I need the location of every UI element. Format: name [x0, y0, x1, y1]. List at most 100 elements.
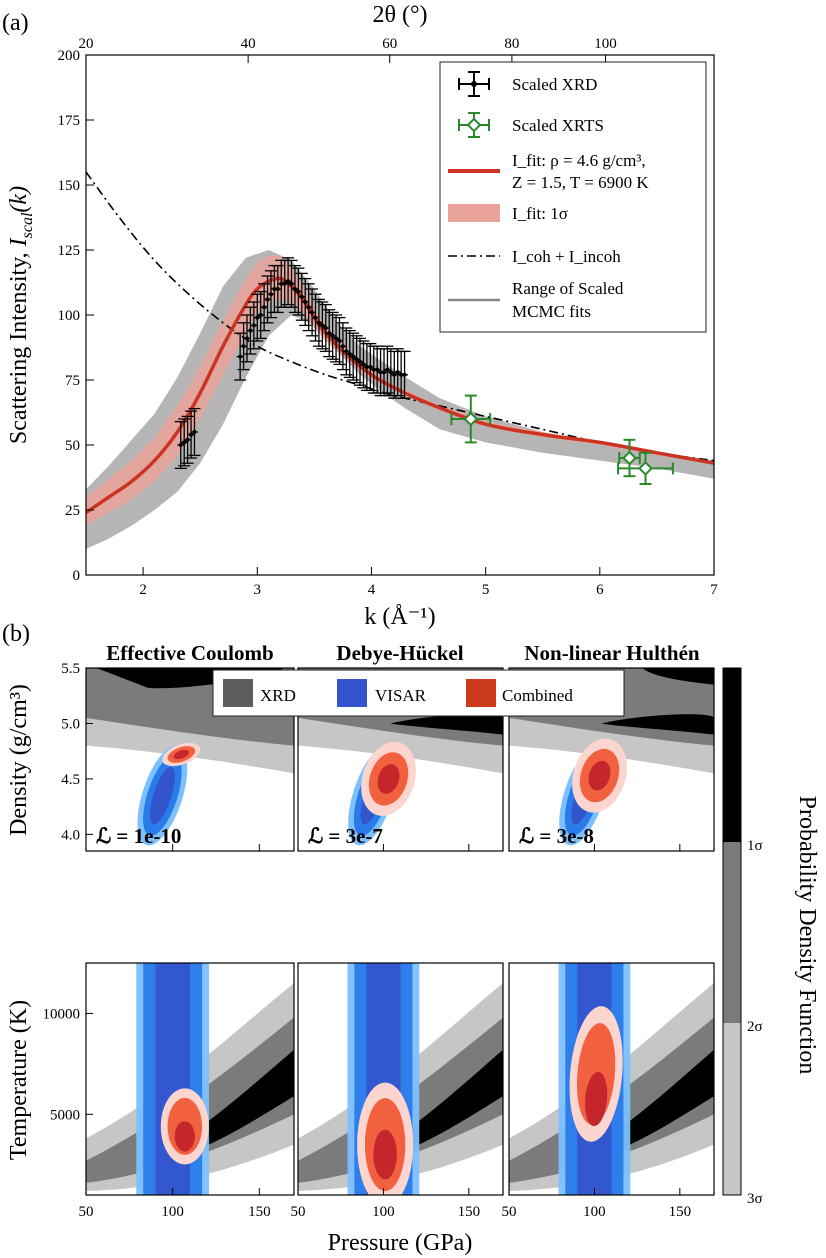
xrd-marker	[368, 365, 373, 369]
colorbar-label-2: 2σ	[747, 1019, 763, 1035]
legend-xrd-text: XRD	[260, 686, 296, 705]
panel-a-label: (a)	[2, 10, 29, 36]
visar-1sigma-contour	[149, 766, 176, 825]
legend-visar-text: VISAR	[375, 686, 427, 705]
xrts-point	[450, 394, 492, 444]
xrts-marker	[638, 460, 653, 476]
legend-combined-swatch	[466, 679, 496, 707]
legend-fit-line-2: Z = 1.5, T = 6900 K	[512, 173, 649, 192]
xrd-points	[174, 257, 411, 470]
legend-range-1: Range of Scaled	[512, 279, 624, 298]
xrd-marker	[395, 370, 400, 375]
xrd-marker	[262, 305, 267, 310]
xrd-point	[299, 277, 312, 327]
density-frame	[297, 667, 504, 852]
xrd-marker	[238, 354, 243, 359]
legend-box	[439, 61, 707, 333]
x-tick-label: 5	[482, 582, 490, 598]
combined-1sigma-contour	[373, 1129, 397, 1180]
temperature-panel	[509, 963, 714, 1195]
panel-a-plot-area	[86, 171, 714, 549]
panel-b-label: (b)	[2, 621, 30, 647]
contour-legend-box	[212, 669, 625, 717]
xrd-marker	[275, 287, 280, 291]
coherent-incoherent-line	[86, 171, 714, 462]
density-frame	[508, 667, 715, 852]
colorbar-2sigma	[723, 842, 741, 1023]
y-tick-label: 50	[65, 438, 80, 454]
xrd-marker	[316, 320, 321, 325]
xrd-marker	[351, 354, 356, 359]
pressure-tick-label: 50	[502, 1204, 517, 1220]
colorbar-label-3: 3σ	[747, 1191, 763, 1207]
temperature-panel	[298, 963, 503, 1195]
xrd-marker	[320, 323, 325, 328]
legend-fit-band-label: I_fit: 1σ	[512, 204, 568, 223]
xrd-marker	[189, 432, 194, 437]
y-axis-label-symbol: I	[6, 237, 32, 247]
xrd-marker	[361, 362, 366, 367]
y-tick-label: 0	[73, 568, 81, 584]
xrd-marker	[248, 328, 253, 333]
xrd-point	[330, 314, 343, 363]
xrd-marker	[296, 289, 301, 294]
legend-xrd-label: Scaled XRD	[512, 75, 597, 94]
xrd-marker	[185, 437, 190, 442]
xrd-marker	[258, 313, 263, 317]
legend-xrts-label: Scaled XRTS	[512, 116, 604, 135]
xrd-marker	[358, 359, 363, 364]
x-tick-label: 6	[596, 582, 604, 598]
xrd-point	[285, 259, 298, 308]
xrd-point	[264, 270, 277, 319]
xrd-marker	[388, 370, 393, 375]
pressure-tick-label: 150	[248, 1204, 271, 1220]
xrd-point	[319, 303, 332, 353]
xrd-1sigma-region	[390, 714, 503, 735]
density-tick-label: 4.5	[61, 772, 80, 788]
x-axis-label: k (Å⁻¹)	[364, 604, 435, 630]
y-tick-label: 25	[65, 503, 80, 519]
xrd-1sigma-region	[642, 668, 714, 685]
top-tick-label: 80	[504, 36, 519, 52]
combined-1sigma-contour	[173, 749, 189, 760]
pressure-tick-label: 50	[79, 1204, 94, 1220]
xrd-marker	[402, 372, 407, 377]
xrd-marker	[299, 294, 304, 299]
legend-xrd-swatch	[223, 679, 253, 707]
xrts-point	[618, 438, 641, 478]
xrd-marker	[306, 305, 311, 310]
colorbar-3sigma	[723, 1023, 741, 1195]
xrd-marker	[344, 349, 349, 354]
y-tick-label: 175	[58, 113, 81, 129]
xrd-point	[378, 348, 391, 397]
colorbar-title: Probability Density Function	[794, 796, 820, 1075]
panel-b-legend: XRD VISAR Combined	[212, 669, 625, 717]
pressure-tick-label: 150	[669, 1204, 692, 1220]
xrd-marker	[347, 352, 352, 356]
pressure-axis-label: Pressure (GPa)	[328, 1230, 473, 1256]
density-tick-label: 5.5	[61, 661, 80, 677]
xrd-point	[398, 350, 411, 399]
xrd-marker	[385, 367, 390, 372]
y-tick-label: 75	[65, 373, 80, 389]
legend-fit-line-1: I_fit: ρ = 4.6 g/cm³,	[512, 151, 646, 170]
y-tick-label: 200	[58, 48, 81, 64]
x-tick-label: 2	[139, 582, 147, 598]
top-axis-label: 2θ (°)	[372, 2, 427, 28]
xrd-marker	[292, 287, 297, 291]
y-axis-ticks: 0 25 50 75 100 125 150 175 200	[58, 48, 94, 584]
xrd-marker	[310, 310, 315, 315]
xrd-marker	[303, 300, 308, 304]
y-tick-label: 100	[58, 308, 81, 324]
xrd-1sigma-region	[560, 1049, 714, 1163]
combined-1sigma-contour	[174, 1121, 195, 1152]
colorbar-1sigma	[723, 668, 741, 842]
xrd-1sigma-region	[138, 1049, 294, 1163]
xrd-marker	[192, 430, 197, 434]
density-tick-label: 5.0	[61, 716, 80, 732]
xrd-point	[364, 342, 377, 392]
pressure-tick-label: 100	[161, 1204, 184, 1220]
legend-visar-swatch	[337, 679, 367, 707]
panel-b-contours: ℒ = 1e-10 50 100 150 ℒ = 3e-7 50 100 150 ℒ = 3e-…	[43, 661, 715, 1220]
legend-coh-label: I_coh + I_incoh	[512, 247, 621, 266]
